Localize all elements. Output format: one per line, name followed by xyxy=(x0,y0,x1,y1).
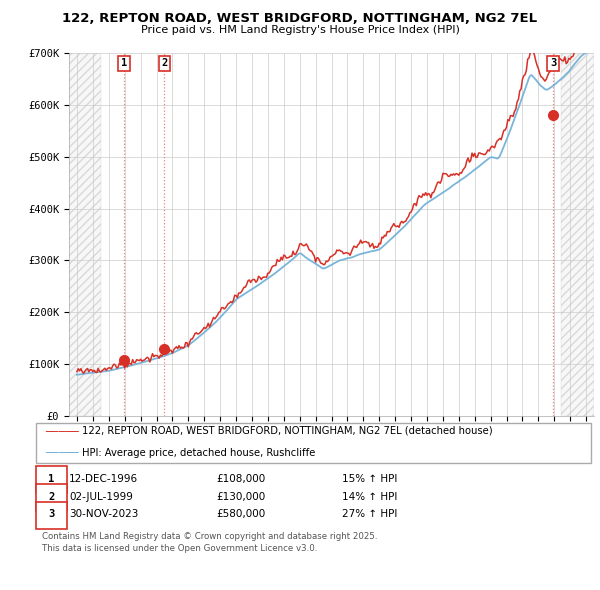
Text: 122, REPTON ROAD, WEST BRIDGFORD, NOTTINGHAM, NG2 7EL: 122, REPTON ROAD, WEST BRIDGFORD, NOTTIN… xyxy=(62,12,538,25)
Text: Price paid vs. HM Land Registry's House Price Index (HPI): Price paid vs. HM Land Registry's House … xyxy=(140,25,460,35)
Text: £130,000: £130,000 xyxy=(216,492,265,502)
Text: ─────: ───── xyxy=(45,448,79,457)
Text: £580,000: £580,000 xyxy=(216,510,265,519)
Text: 2: 2 xyxy=(49,492,55,502)
Text: 122, REPTON ROAD, WEST BRIDGFORD, NOTTINGHAM, NG2 7EL (detached house): 122, REPTON ROAD, WEST BRIDGFORD, NOTTIN… xyxy=(82,426,493,435)
Text: 02-JUL-1999: 02-JUL-1999 xyxy=(69,492,133,502)
Text: 3: 3 xyxy=(550,58,556,68)
Text: HPI: Average price, detached house, Rushcliffe: HPI: Average price, detached house, Rush… xyxy=(82,448,316,457)
Text: 12-DEC-1996: 12-DEC-1996 xyxy=(69,474,138,484)
Text: 14% ↑ HPI: 14% ↑ HPI xyxy=(342,492,397,502)
Text: 30-NOV-2023: 30-NOV-2023 xyxy=(69,510,139,519)
Text: ─────: ───── xyxy=(45,426,79,435)
Text: 2: 2 xyxy=(161,58,167,68)
Text: Contains HM Land Registry data © Crown copyright and database right 2025.
This d: Contains HM Land Registry data © Crown c… xyxy=(42,532,377,553)
Text: 1: 1 xyxy=(121,58,127,68)
Text: 3: 3 xyxy=(49,510,55,519)
Text: 1: 1 xyxy=(49,474,55,484)
Text: 27% ↑ HPI: 27% ↑ HPI xyxy=(342,510,397,519)
Text: 15% ↑ HPI: 15% ↑ HPI xyxy=(342,474,397,484)
Text: £108,000: £108,000 xyxy=(216,474,265,484)
